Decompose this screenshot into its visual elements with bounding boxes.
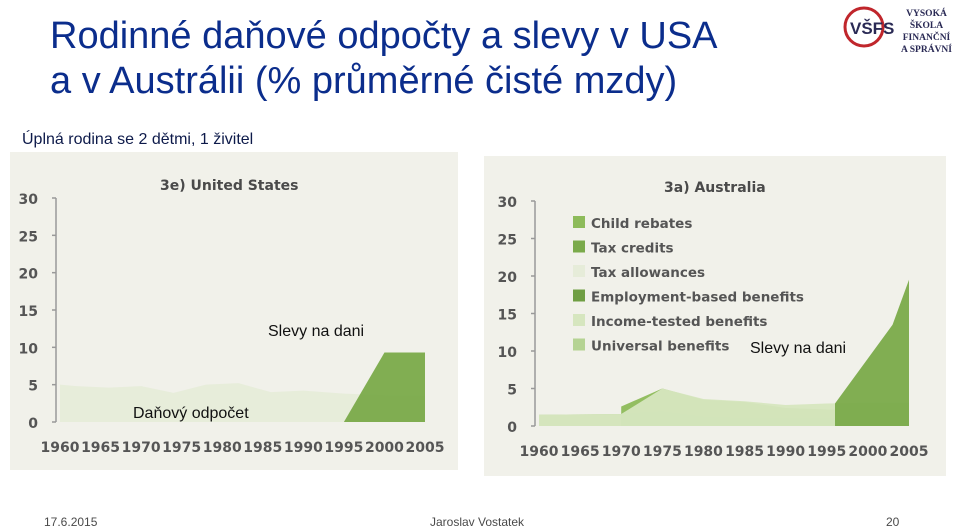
us-y-tick-label: 30 <box>19 192 39 208</box>
australia-chart: 3a) Australia 0 5 10 15 20 25 30 1960 1965 1970 197… <box>498 180 929 460</box>
au-x-tick-label: 1965 <box>561 444 600 460</box>
logo-text-line3: A SPRÁVNÍ <box>901 45 952 55</box>
us-y-tick-label: 10 <box>19 341 39 357</box>
au-legend-swatch <box>573 289 585 302</box>
vsfs-logo: VŠFS <box>843 6 894 48</box>
logo-mark-text: VŠFS <box>850 19 894 38</box>
au-x-tick-label: 2005 <box>890 444 929 460</box>
footer-page: 20 <box>886 515 900 529</box>
au-series-tax-creditsarea <box>835 279 909 426</box>
us-x-tick-label: 1985 <box>243 440 282 456</box>
footer-author: Jaroslav Vostatek <box>430 515 525 529</box>
au-y-tick-label: 30 <box>498 195 518 211</box>
us-series-tax-creditsarea <box>343 352 425 422</box>
us-x-tick-label: 1960 <box>41 440 80 456</box>
chart-subtitle: Úplná rodina se 2 dětmi, 1 živitel <box>22 131 254 148</box>
us-chart-title: 3e) United States <box>160 178 298 194</box>
au-y-tick-label: 25 <box>498 233 517 249</box>
au-legend-swatch <box>573 216 585 228</box>
logo-text-line1: VYSOKÁ ŠKOLA <box>906 9 947 31</box>
au-series-income-tested-benefitsarea <box>539 388 909 426</box>
us-x-tick-label: 2005 <box>406 440 445 456</box>
us-y-tick-label: 15 <box>19 304 38 320</box>
au-x-tick-label: 2000 <box>848 444 887 460</box>
us-x-tick-label: 1965 <box>81 440 120 456</box>
us-x-tick-label: 1970 <box>122 440 161 456</box>
us-y-tick-label: 5 <box>28 379 38 395</box>
au-y-tick-label: 5 <box>507 383 517 399</box>
au-x-tick-label: 1985 <box>725 444 764 460</box>
slide-title-line1: Rodinné daňové odpočty a slevy v USA <box>50 15 718 57</box>
au-y-tick-label: 0 <box>507 420 517 436</box>
au-chart-panel: 3a) Australia 0 5 10 15 20 25 30 1960 1965 1970 197… <box>484 156 946 476</box>
au-y-tick-label: 20 <box>498 270 518 286</box>
slide-title: Rodinné daňové odpočty a slevy v USA a v… <box>50 14 810 104</box>
au-legend-label: Child rebates <box>591 216 692 232</box>
us-x-tick-label: 2000 <box>365 440 404 456</box>
us-x-tick-label: 1980 <box>203 440 242 456</box>
logo-text: VYSOKÁ ŠKOLA FINANČNÍ A SPRÁVNÍ <box>893 8 960 56</box>
au-legend-label: Tax allowances <box>591 265 705 281</box>
us-deduction-annotation: Daňový odpočet <box>133 405 249 422</box>
us-chart-panel: 3e) United States 0 5 10 15 20 25 30 1960 1965 197… <box>10 152 458 470</box>
us-x-tick-label: 1995 <box>324 440 363 456</box>
au-x-tick-label: 1970 <box>602 444 641 460</box>
au-chart-title: 3a) Australia <box>664 180 766 196</box>
us-y-tick-label: 20 <box>19 267 39 283</box>
us-x-tick-label: 1990 <box>284 440 323 456</box>
au-legend-label: Employment-based benefits <box>591 290 804 306</box>
footer-date: 17.6.2015 <box>44 515 98 529</box>
au-legend-swatch <box>573 265 585 277</box>
au-legend-label: Income-tested benefits <box>591 314 767 330</box>
au-legend-label: Tax credits <box>591 241 674 257</box>
us-tax-credit-annotation: Slevy na dani <box>268 323 365 340</box>
au-x-tick-label: 1995 <box>807 444 846 460</box>
us-y-tick-label: 25 <box>19 229 38 245</box>
logo-text-line2: FINANČNÍ <box>902 33 951 43</box>
au-legend-swatch <box>573 314 585 326</box>
us-series-tax-allowancesarea <box>60 383 425 422</box>
au-x-tick-label: 1990 <box>766 444 805 460</box>
au-x-tick-label: 1975 <box>643 444 682 460</box>
au-legend-label: Universal benefits <box>591 339 729 355</box>
au-x-tick-label: 1960 <box>520 444 559 460</box>
slide-title-line2: a v Austrálii (% průměrné čisté mzdy) <box>50 60 678 102</box>
us-y-tick-label: 0 <box>28 416 38 432</box>
au-y-tick-label: 15 <box>498 308 517 324</box>
au-x-tick-label: 1980 <box>684 444 723 460</box>
us-x-tick-label: 1975 <box>162 440 201 456</box>
au-y-tick-label: 10 <box>498 345 518 361</box>
au-legend-swatch <box>573 338 585 351</box>
au-legend-swatch <box>573 240 585 253</box>
au-tax-credit-annotation: Slevy na dani <box>750 340 847 357</box>
